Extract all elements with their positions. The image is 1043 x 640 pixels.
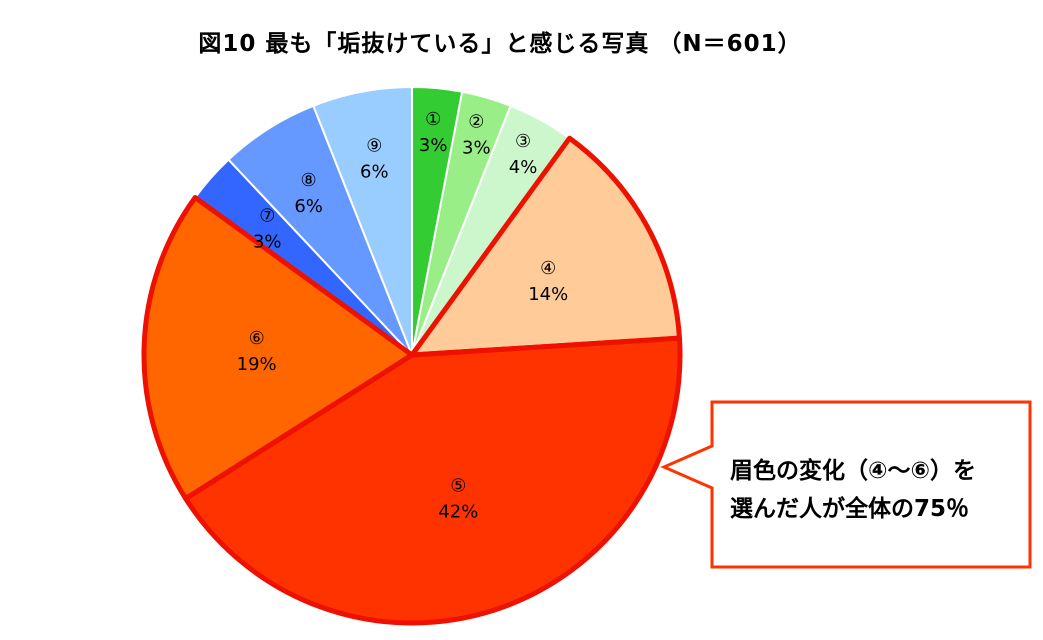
slice-id-label-3: ③ <box>515 131 531 152</box>
callout-line-1: 眉色の変化（④～⑥）を <box>730 458 976 484</box>
highlight-outline-6 <box>141 194 415 502</box>
pie-slice-9 <box>312 85 413 356</box>
callout-box <box>660 400 1032 569</box>
highlight-outline-5 <box>183 335 683 626</box>
slice-id-label-9: ⑨ <box>366 136 382 157</box>
slice-id-label-1: ① <box>425 109 441 130</box>
slice-percent-label-7: 3% <box>253 231 282 252</box>
slice-percent-label-8: 6% <box>294 196 323 217</box>
slice-percent-label-4: 14% <box>528 284 568 305</box>
highlight-outline-4 <box>409 135 682 358</box>
slice-id-label-6: ⑥ <box>249 328 265 349</box>
chart-title: 図10 最も「垢抜けている」と感じる写真 （N＝601） <box>198 31 802 57</box>
slice-percent-label-3: 4% <box>509 157 538 178</box>
slice-percent-label-1: 3% <box>419 135 448 156</box>
slice-percent-label-2: 3% <box>462 138 491 159</box>
slice-id-label-5: ⑤ <box>450 476 466 497</box>
slice-id-label-4: ④ <box>540 258 556 279</box>
callout-text: 眉色の変化（④～⑥）を 選んだ人が全体の75％ <box>730 452 1030 528</box>
slice-percent-label-6: 19% <box>237 354 277 375</box>
callout-line-2: 選んだ人が全体の75％ <box>730 496 970 522</box>
slice-id-label-8: ⑧ <box>301 170 317 191</box>
slice-percent-label-9: 6% <box>360 162 389 183</box>
slice-id-label-7: ⑦ <box>259 205 275 226</box>
slice-percent-label-5: 42% <box>438 502 478 523</box>
slice-id-label-2: ② <box>468 112 484 133</box>
